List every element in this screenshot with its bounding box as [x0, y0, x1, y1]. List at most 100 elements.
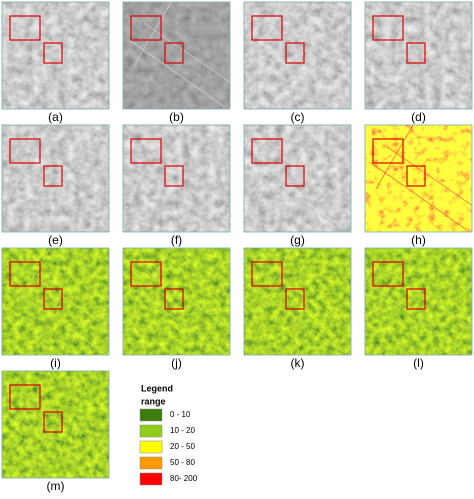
frame [243, 247, 352, 356]
road [249, 285, 346, 354]
road [386, 22, 473, 83]
road [23, 22, 110, 83]
legend-title: Legend [141, 383, 173, 393]
roi-box [251, 138, 283, 164]
road [128, 285, 225, 354]
road [370, 162, 467, 231]
roi-box [9, 384, 41, 410]
frame [243, 124, 352, 233]
road [7, 162, 104, 231]
frame [1, 247, 110, 356]
road [23, 391, 110, 452]
road [370, 39, 467, 108]
legend-label: 0 - 10 [170, 410, 191, 419]
roi-box [9, 15, 41, 41]
road [254, 247, 293, 313]
road [128, 39, 225, 108]
panel-label: (i) [50, 356, 61, 370]
frame [364, 124, 473, 233]
frame [1, 370, 110, 479]
image-panel: (h) [364, 124, 473, 247]
image-panel: (a) [1, 1, 110, 124]
image-panel: (l) [364, 247, 473, 370]
legend-label: 10 - 20 [170, 426, 195, 435]
road [144, 22, 231, 83]
road [265, 268, 352, 329]
road [12, 370, 51, 436]
panel-label: (f) [171, 233, 182, 247]
roi-box [43, 411, 63, 433]
road [144, 145, 231, 206]
image-panel: (k) [243, 247, 352, 370]
image [365, 248, 472, 355]
roi-box [372, 261, 404, 287]
panel-label: (c) [291, 110, 305, 124]
legend-swatch [139, 456, 163, 470]
panel-label: (k) [291, 356, 305, 370]
road [12, 124, 51, 190]
legend-label: 50 - 80 [170, 458, 195, 467]
roi-box [406, 42, 426, 64]
road [249, 162, 346, 231]
roi-box [9, 138, 41, 164]
legend-subtitle: range [141, 396, 166, 406]
road [23, 268, 110, 329]
road [133, 247, 172, 313]
image-panel: (i) [1, 247, 110, 370]
roi-box [130, 261, 162, 287]
image [365, 2, 472, 109]
road [386, 268, 473, 329]
roi-box [372, 138, 404, 164]
roi-box [164, 42, 184, 64]
road [133, 124, 172, 190]
roi-box [43, 288, 63, 310]
road [249, 39, 346, 108]
roi-box [43, 42, 63, 64]
road [12, 1, 51, 67]
image [244, 2, 351, 109]
image-panel: (d) [364, 1, 473, 124]
roi-box [164, 288, 184, 310]
roi-box [406, 288, 426, 310]
frame [1, 1, 110, 110]
panel-label: (b) [169, 110, 184, 124]
image-panel: (j) [122, 247, 231, 370]
roi-box [251, 15, 283, 41]
frame [243, 1, 352, 110]
frame [122, 124, 231, 233]
road [128, 162, 225, 231]
frame [122, 247, 231, 356]
image [123, 2, 230, 109]
frame [1, 124, 110, 233]
road [375, 247, 414, 313]
legend-swatch [139, 472, 163, 486]
panel-label: (l) [413, 356, 424, 370]
legend-swatch [139, 424, 163, 438]
roi-box [130, 138, 162, 164]
road [254, 124, 293, 190]
frame [364, 1, 473, 110]
image-panel: (e) [1, 124, 110, 247]
image [2, 125, 109, 232]
panel-label: (g) [290, 233, 305, 247]
image [2, 2, 109, 109]
road [23, 145, 110, 206]
legend: Legend range 0 - 10 10 - 20 20 - 50 50 - 80… [139, 383, 198, 486]
legend-swatch [139, 408, 163, 422]
roi-box [372, 15, 404, 41]
frame [122, 1, 231, 110]
road [386, 145, 473, 206]
roi-box [9, 261, 41, 287]
legend-label: 80- 200 [170, 474, 198, 483]
panel-label: (e) [48, 233, 63, 247]
road [144, 268, 231, 329]
roi-box [130, 15, 162, 41]
road [375, 1, 414, 67]
roi-box [285, 165, 305, 187]
roi-box [285, 288, 305, 310]
road [12, 247, 51, 313]
image-panel: (f) [122, 124, 231, 247]
image [123, 125, 230, 232]
image [244, 125, 351, 232]
